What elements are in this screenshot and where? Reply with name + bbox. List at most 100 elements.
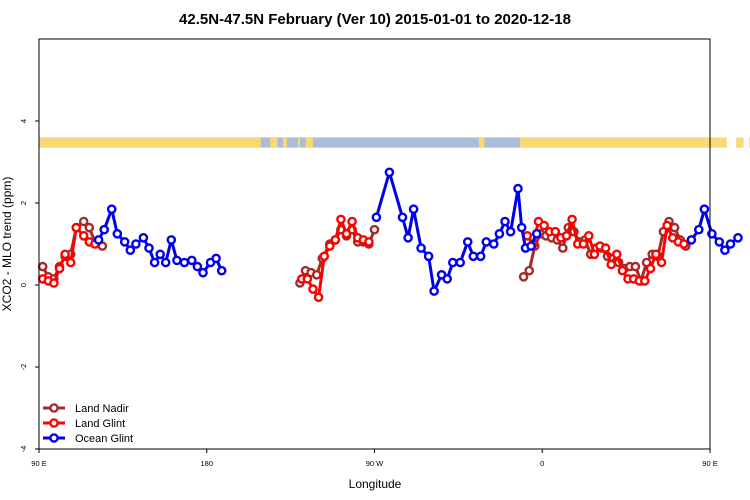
- data-point: [656, 257, 667, 268]
- data-point: [694, 224, 704, 235]
- legend-item: Land Nadir: [43, 403, 129, 415]
- x-axis-label: Longitude: [349, 477, 402, 491]
- data-point: [369, 224, 380, 235]
- data-point: [578, 239, 589, 249]
- data-point: [500, 216, 510, 227]
- data-point: [679, 239, 689, 249]
- ocean-bar: [39, 137, 710, 148]
- land-segment: [519, 137, 727, 148]
- land-segment: [283, 137, 287, 148]
- y-tick-label: 4: [19, 119, 28, 123]
- legend-label: Ocean Glint: [75, 433, 133, 445]
- data-point: [166, 235, 177, 245]
- series-layer: [37, 167, 743, 303]
- land-segment: [736, 137, 744, 148]
- x-tick-label: 90 W: [366, 459, 384, 468]
- chart-title: 42.5N-47.5N February (Ver 10) 2015-01-01…: [179, 11, 571, 28]
- data-point: [347, 216, 357, 227]
- data-point: [60, 249, 70, 260]
- y-tick-label: -4: [19, 446, 28, 453]
- y-tick-label: 0: [19, 283, 28, 287]
- data-point: [725, 239, 736, 249]
- data-point: [160, 257, 171, 268]
- data-point: [144, 243, 154, 253]
- data-point: [397, 212, 408, 223]
- legend-item: Ocean Glint: [43, 433, 133, 445]
- data-point: [462, 237, 473, 247]
- data-point: [686, 235, 697, 245]
- data-point: [371, 212, 382, 223]
- data-point: [513, 183, 523, 194]
- data-point: [567, 214, 577, 225]
- y-tick-label: -2: [19, 364, 28, 371]
- data-point: [330, 235, 341, 245]
- data-point: [669, 222, 680, 233]
- land-segment: [478, 137, 485, 148]
- data-point: [423, 251, 434, 262]
- legend-label: Land Glint: [75, 418, 125, 430]
- data-point: [78, 230, 89, 241]
- data-point: [308, 284, 318, 294]
- data-point: [341, 228, 352, 239]
- data-point: [600, 243, 611, 253]
- data-point: [78, 216, 89, 227]
- data-point: [37, 261, 48, 272]
- data-point: [645, 263, 656, 274]
- data-point: [384, 167, 395, 178]
- data-point: [505, 226, 516, 237]
- data-point: [550, 226, 561, 237]
- data-point: [518, 271, 529, 282]
- data-point: [442, 274, 453, 284]
- legend: Land Nadir Land Glint Ocean Glint: [43, 403, 133, 445]
- x-tick-label: 90 E: [702, 459, 717, 468]
- data-point: [617, 265, 628, 276]
- x-tick-label: 180: [200, 459, 213, 468]
- data-point: [198, 267, 208, 278]
- y-axis: -4 -2 0 2 4: [19, 119, 39, 452]
- data-point: [99, 224, 109, 235]
- data-point: [429, 286, 439, 296]
- data-point: [93, 235, 104, 245]
- series-line: [97, 207, 224, 275]
- legend-label: Land Nadir: [75, 403, 129, 415]
- data-point: [733, 232, 743, 243]
- data-point: [516, 222, 527, 233]
- data-point: [106, 204, 117, 214]
- data-point: [216, 265, 227, 276]
- data-point: [336, 214, 346, 225]
- data-point: [494, 228, 505, 239]
- legend-swatch-marker: [49, 403, 59, 413]
- data-point: [211, 253, 221, 264]
- data-point: [119, 237, 130, 247]
- x-axis: 90 E 180 90 W 0 90 E: [31, 449, 718, 468]
- data-point: [475, 251, 486, 262]
- data-point: [186, 255, 197, 266]
- legend-swatch-marker: [49, 418, 59, 428]
- data-point: [311, 269, 322, 280]
- land-ocean-bar: [39, 137, 750, 148]
- series-ocean-glint: [93, 167, 743, 296]
- data-point: [172, 255, 182, 266]
- land-segment: [298, 137, 300, 148]
- data-point: [526, 241, 536, 251]
- data-point: [319, 251, 330, 262]
- data-point: [488, 239, 499, 249]
- data-point: [131, 239, 141, 249]
- x-tick-label: 0: [540, 459, 544, 468]
- land-segment: [39, 137, 261, 148]
- legend-swatch-marker: [49, 433, 59, 443]
- y-tick-label: 2: [19, 201, 28, 205]
- data-point: [699, 204, 710, 214]
- data-point: [313, 292, 324, 303]
- data-point: [49, 278, 59, 288]
- data-point: [112, 228, 123, 239]
- data-point: [408, 204, 419, 214]
- data-point: [84, 222, 95, 233]
- data-point: [455, 257, 466, 268]
- data-point: [630, 261, 641, 272]
- data-point: [539, 220, 549, 231]
- data-point: [640, 276, 650, 286]
- data-point: [149, 257, 160, 268]
- data-point: [720, 245, 730, 255]
